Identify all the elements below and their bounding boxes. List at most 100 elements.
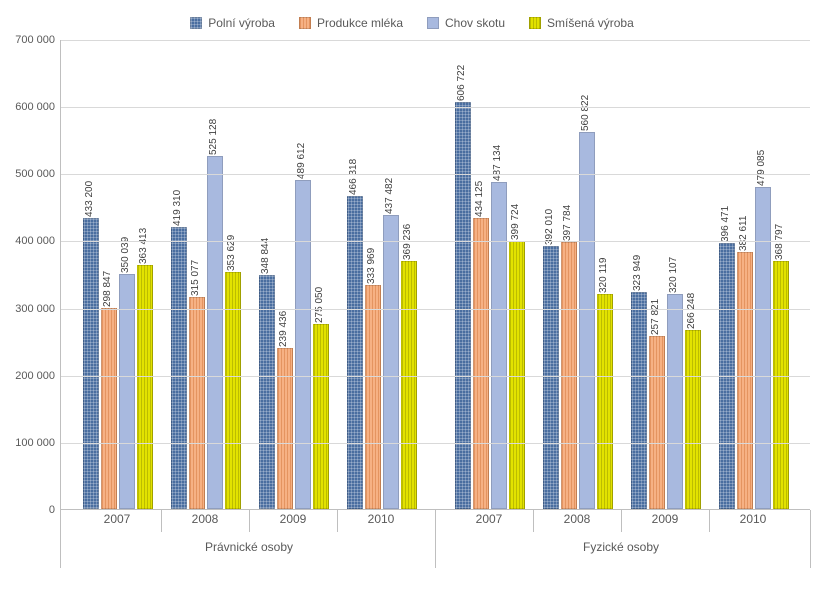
legend-swatch xyxy=(529,17,541,29)
legend: Polní výroba Produkce mléka Chov skotu S… xyxy=(10,10,814,40)
bar-value-label: 239 436 xyxy=(278,311,289,347)
bar-value-label: 298 847 xyxy=(102,271,113,307)
year-separator xyxy=(621,510,622,532)
bar-value-label: 333 969 xyxy=(366,248,377,284)
bar-value-label: 363 413 xyxy=(138,228,149,264)
bar-smis: 369 236 xyxy=(401,261,417,509)
y-axis-label: 600 000 xyxy=(15,101,61,113)
x-group-label: Právnické osoby xyxy=(205,540,293,554)
bar-smis: 275 050 xyxy=(313,324,329,509)
bar-value-label: 479 085 xyxy=(756,150,767,186)
gridline xyxy=(61,174,810,175)
year-separator xyxy=(161,510,162,532)
bar-value-label: 315 077 xyxy=(190,260,201,296)
bar-polni: 348 844 xyxy=(259,275,275,509)
gridline xyxy=(61,443,810,444)
legend-label: Produkce mléka xyxy=(317,16,403,30)
bar-smis: 320 119 xyxy=(597,294,613,509)
bar-smis: 368 797 xyxy=(773,261,789,509)
y-axis-label: 200 000 xyxy=(15,370,61,382)
bar-skot: 487 134 xyxy=(491,182,507,509)
gridline xyxy=(61,107,810,108)
bar-value-label: 466 318 xyxy=(348,159,359,195)
bar-value-label: 434 125 xyxy=(474,180,485,216)
bar-value-label: 320 119 xyxy=(598,258,609,293)
x-year-label: 2009 xyxy=(652,512,679,526)
y-axis-label: 400 000 xyxy=(15,235,61,247)
bar-value-label: 487 134 xyxy=(492,145,503,181)
x-year-label: 2009 xyxy=(280,512,307,526)
legend-item-smis: Smíšená výroba xyxy=(529,16,634,30)
year-separator xyxy=(533,510,534,532)
bar-mleko: 434 125 xyxy=(473,218,489,509)
legend-item-polni: Polní výroba xyxy=(190,16,275,30)
bar-value-label: 257 821 xyxy=(650,299,661,335)
bar-value-label: 382 611 xyxy=(738,216,749,251)
bar-polni: 392 010 xyxy=(543,246,559,509)
y-axis-label: 100 000 xyxy=(15,437,61,449)
bar-smis: 266 248 xyxy=(685,330,701,509)
bar-value-label: 606 722 xyxy=(456,64,467,100)
legend-label: Polní výroba xyxy=(208,16,275,30)
year-separator xyxy=(709,510,710,532)
bar-value-label: 433 200 xyxy=(84,181,95,217)
x-group-label: Fyzické osoby xyxy=(583,540,659,554)
bar-value-label: 397 784 xyxy=(562,205,573,241)
bar-value-label: 437 482 xyxy=(384,178,395,214)
bar-mleko: 257 821 xyxy=(649,336,665,509)
y-axis-label: 500 000 xyxy=(15,168,61,180)
bar-value-label: 320 107 xyxy=(668,257,679,293)
legend-swatch xyxy=(427,17,439,29)
bar-mleko: 333 969 xyxy=(365,285,381,509)
legend-swatch xyxy=(190,17,202,29)
x-year-label: 2008 xyxy=(192,512,219,526)
bar-smis: 353 629 xyxy=(225,272,241,509)
year-separator xyxy=(337,510,338,532)
bar-skot: 525 128 xyxy=(207,156,223,509)
legend-label: Chov skotu xyxy=(445,16,505,30)
bar-value-label: 525 128 xyxy=(208,119,219,155)
bar-value-label: 396 471 xyxy=(720,206,731,242)
bar-skot: 320 107 xyxy=(667,294,683,509)
year-separator xyxy=(249,510,250,532)
bar-value-label: 348 844 xyxy=(260,238,271,274)
bar-polni: 606 722 xyxy=(455,102,471,509)
bar-skot: 437 482 xyxy=(383,215,399,509)
bar-skot: 479 085 xyxy=(755,187,771,509)
bar-polni: 323 949 xyxy=(631,292,647,510)
y-axis-label: 300 000 xyxy=(15,303,61,315)
group-separator xyxy=(60,510,61,568)
bar-mleko: 239 436 xyxy=(277,348,293,509)
x-year-label: 2010 xyxy=(368,512,395,526)
bar-skot: 489 612 xyxy=(295,180,311,509)
y-axis-label: 700 000 xyxy=(15,34,61,46)
bar-polni: 419 310 xyxy=(171,227,187,509)
group-separator xyxy=(435,510,436,568)
bar-value-label: 275 050 xyxy=(314,287,325,323)
bar-value-label: 560 822 xyxy=(580,95,591,131)
bar-polni: 433 200 xyxy=(83,218,99,509)
x-year-label: 2007 xyxy=(476,512,503,526)
gridline xyxy=(61,40,810,41)
group-separator xyxy=(810,510,811,568)
bars-layer: 433 200298 847350 039363 413419 310315 0… xyxy=(61,40,810,509)
legend-label: Smíšená výroba xyxy=(547,16,634,30)
bar-value-label: 399 724 xyxy=(510,203,521,239)
bar-mleko: 382 611 xyxy=(737,252,753,509)
x-year-label: 2008 xyxy=(564,512,591,526)
x-year-label: 2007 xyxy=(104,512,131,526)
gridline xyxy=(61,309,810,310)
bar-value-label: 323 949 xyxy=(632,254,643,290)
gridline xyxy=(61,241,810,242)
bar-skot: 560 822 xyxy=(579,132,595,509)
bar-value-label: 266 248 xyxy=(686,293,697,329)
bar-mleko: 315 077 xyxy=(189,297,205,509)
bar-smis: 363 413 xyxy=(137,265,153,509)
legend-swatch xyxy=(299,17,311,29)
gridline xyxy=(61,376,810,377)
bar-polni: 466 318 xyxy=(347,196,363,509)
bar-value-label: 392 010 xyxy=(544,209,555,245)
bar-value-label: 353 629 xyxy=(226,234,237,270)
chart-container: Polní výroba Produkce mléka Chov skotu S… xyxy=(0,0,824,590)
bar-value-label: 419 310 xyxy=(172,190,183,226)
